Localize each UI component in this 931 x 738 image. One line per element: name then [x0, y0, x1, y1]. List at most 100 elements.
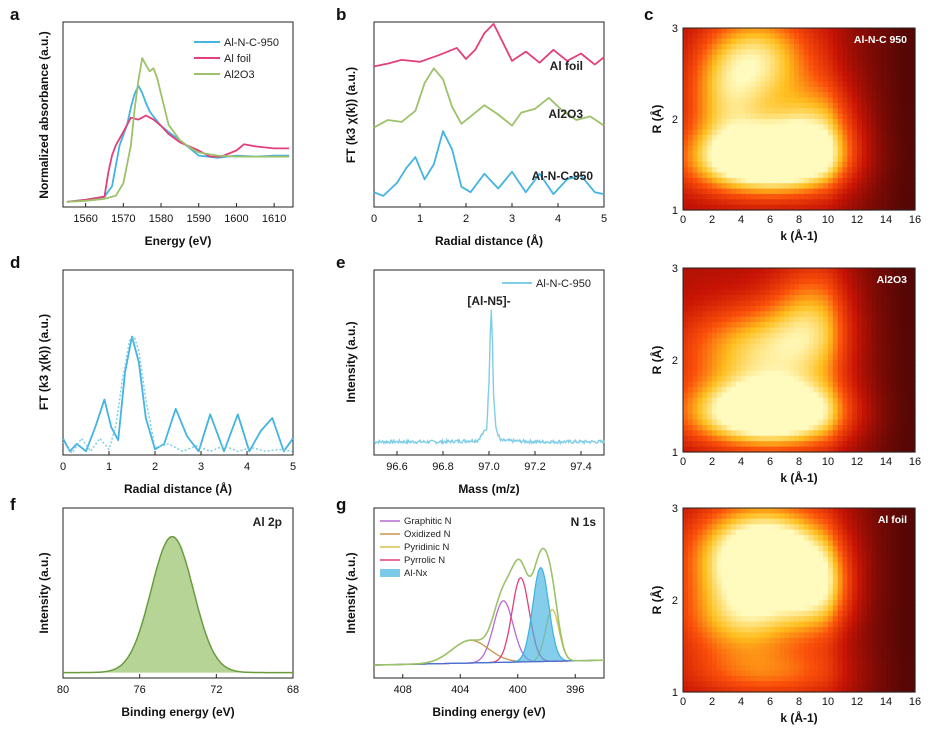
heatmap-cell	[861, 54, 868, 61]
heatmap-cell	[842, 535, 848, 542]
heatmap-cell	[687, 354, 694, 361]
heatmap-cell	[779, 381, 786, 388]
heatmap-cell	[861, 28, 868, 34]
heatmap-cell	[712, 322, 718, 329]
heatmap-cell	[755, 316, 761, 323]
heatmap-cell	[866, 675, 873, 682]
heatmap-cell	[857, 38, 863, 45]
heatmap-cell	[799, 119, 805, 125]
heatmap-cell	[895, 49, 902, 56]
heatmap-cell	[774, 529, 781, 536]
heatmap-cell	[842, 414, 848, 421]
heatmap-cell	[784, 349, 790, 356]
heatmap-cell	[881, 621, 887, 628]
heatmap-cell	[832, 135, 839, 142]
heatmap-cell	[847, 49, 853, 56]
heatmap-cell	[890, 513, 897, 520]
heatmap-cell	[895, 295, 902, 302]
heatmap-cell	[847, 108, 853, 115]
heatmap-cell	[823, 92, 829, 99]
heatmap-cell	[726, 44, 732, 51]
heatmap-cell	[745, 161, 752, 168]
heatmap-cell	[745, 605, 752, 612]
heatmap-cell	[886, 327, 892, 334]
heatmap-cell	[828, 376, 834, 383]
heatmap-cell	[823, 76, 829, 83]
heatmap-cell	[837, 172, 844, 179]
heatmap-cell	[828, 199, 834, 206]
heatmap-cell	[876, 273, 882, 280]
heatmap-cell	[770, 177, 776, 184]
heatmap-cell	[881, 60, 887, 67]
heatmap-cell	[910, 204, 916, 211]
heatmap-cell	[770, 305, 776, 312]
heatmap-cell	[871, 419, 877, 426]
heatmap-cell	[774, 124, 781, 131]
heatmap-cell	[861, 562, 868, 569]
heatmap-cell	[765, 535, 771, 542]
heatmap-cell	[794, 643, 800, 650]
heatmap-cell	[890, 327, 897, 334]
heatmap-cell	[760, 60, 766, 67]
heatmap-cell	[692, 376, 699, 383]
heatmap-cell	[774, 381, 781, 388]
heatmap-cell	[683, 28, 689, 34]
heatmap-cell	[900, 140, 906, 147]
heatmap-cell	[745, 681, 752, 688]
heatmap-cell	[736, 381, 742, 388]
heatmap-cell	[861, 305, 868, 312]
heatmap-cell	[847, 338, 853, 345]
heatmap-cell	[736, 583, 742, 590]
heatmap-cell	[866, 567, 873, 574]
heatmap-cell	[910, 81, 916, 88]
heatmap-cell	[861, 102, 868, 109]
heatmap-cell	[774, 188, 781, 195]
heatmap-title: Al-N-C 950	[854, 34, 907, 46]
heatmap-cell	[736, 311, 742, 318]
heatmap-cell	[857, 305, 863, 312]
heatmap-cell	[755, 513, 761, 520]
heatmap-cell	[779, 600, 786, 607]
heatmap-cell	[726, 627, 732, 634]
heatmap-cell	[866, 38, 873, 45]
heatmap-cell	[803, 594, 810, 601]
heatmap-cell	[687, 508, 694, 515]
heatmap-cell	[770, 60, 776, 67]
heatmap-cell	[712, 540, 718, 547]
heatmap-cell	[832, 637, 839, 644]
heatmap-cell	[910, 199, 916, 206]
heatmap-cell	[716, 38, 723, 45]
heatmap-cell	[818, 193, 824, 200]
heatmap-cell	[808, 92, 815, 99]
heatmap-cell	[683, 441, 689, 448]
heatmap-cell	[760, 278, 766, 285]
heatmap-cell	[779, 392, 786, 399]
heatmap-cell	[779, 151, 786, 158]
heatmap-cell	[683, 610, 689, 617]
heatmap-cell	[808, 289, 815, 296]
heatmap-cell	[861, 183, 868, 190]
heatmap-cell	[895, 370, 902, 377]
heatmap-cell	[905, 621, 911, 628]
heatmap-cell	[712, 637, 718, 644]
heatmap-cell	[900, 397, 906, 404]
heatmap-cell	[745, 284, 752, 291]
heatmap-cell	[808, 524, 815, 531]
heatmap-cell	[784, 204, 790, 211]
heatmap-cell	[881, 204, 887, 211]
heatmap-cell	[760, 365, 766, 372]
heatmap-cell	[687, 583, 694, 590]
heatmap-cell	[716, 28, 723, 34]
heatmap-cell	[857, 627, 863, 634]
heatmap-cell	[808, 562, 815, 569]
heatmap-cell	[731, 686, 737, 693]
heatmap-cell	[895, 545, 902, 552]
heatmap-cell	[716, 54, 723, 61]
heatmap-cell	[731, 381, 737, 388]
heatmap-cell	[736, 343, 742, 350]
heatmap-cell	[857, 424, 863, 431]
heatmap-cell	[847, 610, 853, 617]
heatmap-cell	[808, 508, 815, 515]
heatmap-cell	[726, 167, 732, 174]
heatmap-cell	[837, 278, 844, 285]
